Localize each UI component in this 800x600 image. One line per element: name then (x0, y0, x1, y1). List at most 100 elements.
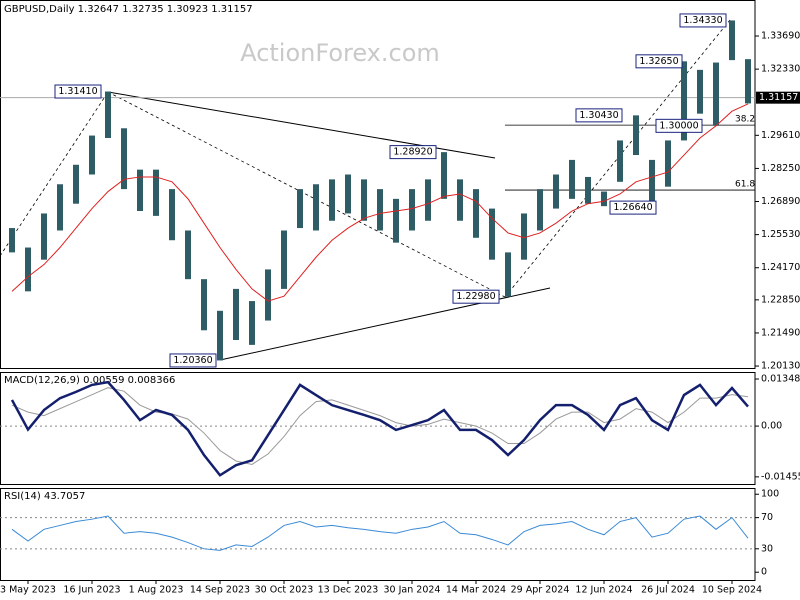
price-bar (601, 191, 607, 207)
price-bar (569, 159, 575, 199)
price-bar (265, 269, 271, 321)
trend-line (107, 91, 506, 298)
signal-line (11, 387, 749, 465)
x-tick-label: 29 Apr 2024 (511, 585, 570, 596)
x-tick-label: 26 Jul 2024 (641, 585, 695, 596)
price-bar (393, 198, 399, 243)
price-bar (585, 176, 591, 204)
y-tick-label: 0.013489 (761, 374, 800, 385)
price-bar (409, 189, 415, 231)
price-bar (665, 140, 671, 187)
y-tick-label: 100 (761, 489, 779, 500)
pivot-label: 1.31410 (58, 86, 97, 97)
price-bar (649, 159, 655, 208)
y-tick-label: 1.21490 (761, 327, 800, 338)
x-tick-label: 30 Jan 2024 (384, 585, 441, 596)
price-bar (41, 213, 47, 260)
price-bar (153, 169, 159, 216)
price-bar (121, 128, 127, 190)
pivot-label: 1.32650 (639, 56, 678, 67)
pivot-box (169, 353, 217, 368)
y-tick-label: 1.25530 (761, 229, 800, 240)
price-bar (377, 189, 383, 231)
pivot-box (575, 108, 623, 123)
price-bar (633, 115, 639, 156)
price-bar (697, 69, 703, 114)
price-bar (89, 135, 95, 175)
x-tick-label: 30 Oct 2023 (255, 585, 314, 596)
pivot-label: 1.30430 (579, 110, 618, 121)
fib-label: 38.2 (735, 115, 755, 125)
price-bar (457, 179, 463, 221)
price-bar (105, 91, 111, 138)
pivot-label: 1.22980 (456, 291, 495, 302)
price-bar (73, 164, 79, 204)
x-tick-label: 13 Dec 2023 (318, 585, 379, 596)
price-bar (169, 189, 175, 241)
price-bar (249, 301, 255, 345)
pivot-label: 1.28920 (393, 147, 432, 158)
price-bar (713, 62, 719, 126)
price-bar (745, 59, 751, 104)
price-bar (345, 174, 351, 214)
y-tick-label: 1.29610 (761, 130, 800, 141)
fib-label: 61.8 (735, 180, 755, 190)
x-tick-label: 3 May 2023 (0, 585, 56, 596)
price-bar (57, 184, 63, 231)
price-bar (9, 228, 15, 253)
y-tick-label: -0.014554 (761, 471, 800, 482)
price-bar (729, 20, 735, 61)
x-tick-label: 14 Sep 2023 (190, 585, 250, 596)
rsi-line (11, 515, 749, 551)
x-tick-label: 14 Mar 2024 (446, 585, 506, 596)
macd-title: MACD(12,26,9) 0.00559 0.008366 (4, 375, 175, 386)
price-bar (617, 140, 623, 182)
price-bar (329, 179, 335, 221)
pivot-box (679, 13, 727, 28)
pivot-label: 1.34330 (683, 15, 722, 26)
price-bar (185, 230, 191, 280)
price-bar (425, 179, 431, 221)
price-bar (217, 310, 223, 361)
last-price-box (756, 91, 800, 104)
last-price-label: 1.31157 (759, 92, 798, 103)
price-bar (297, 189, 303, 229)
y-tick-label: 1.33690 (761, 31, 800, 42)
y-tick-label: 1.28250 (761, 163, 800, 174)
x-tick-label: 1 Aug 2023 (129, 585, 184, 596)
y-tick-label: 30 (761, 543, 773, 554)
moving-average (11, 103, 749, 302)
trend-line (0, 91, 109, 257)
price-bar (473, 189, 479, 238)
y-tick-label: 1.22850 (761, 294, 800, 305)
pivot-box (452, 289, 500, 304)
y-tick-label: 1.26890 (761, 196, 800, 207)
pivot-box (609, 200, 657, 215)
watermark: ActionForex.com (240, 39, 440, 67)
macd-line (10, 380, 749, 477)
x-tick-label: 10 Sep 2024 (702, 585, 762, 596)
price-bar (505, 252, 511, 297)
x-tick-label: 16 Jun 2023 (63, 585, 120, 596)
price-bar (137, 169, 143, 212)
pivot-label: 1.20360 (173, 355, 212, 366)
price-bar (233, 288, 239, 341)
price-bar (281, 230, 287, 289)
pivot-label: 1.30000 (659, 120, 698, 131)
pivot-box (54, 84, 102, 99)
pivot-box (655, 118, 703, 133)
rsi-title: RSI(14) 43.7057 (4, 491, 85, 502)
price-bar (489, 208, 495, 260)
y-tick-label: 1.32330 (761, 64, 800, 75)
price-bar (441, 152, 447, 199)
y-tick-label: 0.00 (761, 421, 782, 432)
pivot-box (389, 145, 437, 160)
price-bar (313, 184, 319, 231)
price-bar (681, 61, 687, 141)
panel-frame (0, 488, 756, 581)
y-tick-label: 1.20130 (761, 361, 800, 372)
x-tick-label: 12 Jun 2024 (575, 585, 632, 596)
